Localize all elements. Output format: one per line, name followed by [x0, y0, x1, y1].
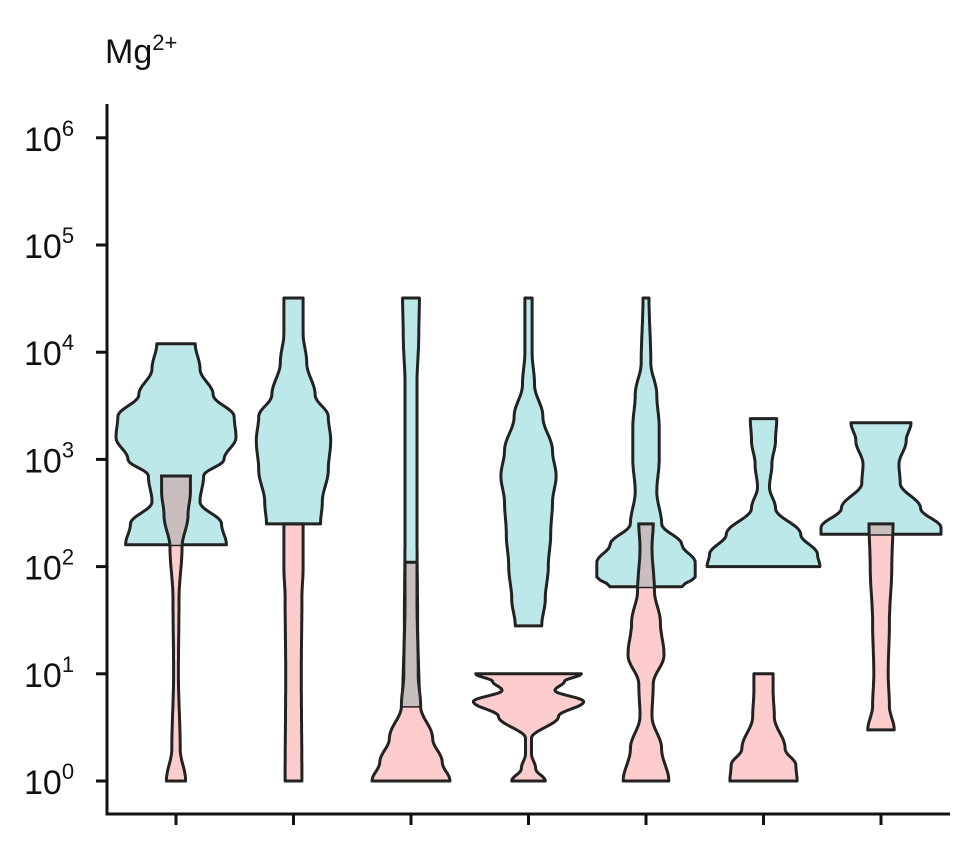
y-tick-label-base-4: 10 — [24, 335, 62, 373]
y-tick-label-1: 101 — [24, 652, 74, 695]
y-tick-label-3: 103 — [24, 437, 74, 480]
violin-high-2 — [254, 296, 333, 526]
y-tick-label-exp-5: 5 — [62, 223, 74, 248]
y-tick-label-base-2: 10 — [24, 550, 62, 588]
chart-title-main: Mg — [105, 33, 152, 71]
violin-high-6 — [705, 417, 822, 569]
y-tick-label-2: 102 — [24, 545, 74, 588]
y-tick-label-base-0: 10 — [24, 764, 62, 802]
chart-title: Mg2+ — [105, 30, 177, 71]
violin-overlap-7 — [866, 522, 896, 535]
y-tick-label-0: 100 — [24, 759, 74, 802]
y-tick-label-exp-0: 0 — [62, 759, 74, 784]
y-tick-label-6: 106 — [24, 116, 74, 159]
violin-high-4 — [499, 296, 558, 628]
y-tick-label-base-3: 10 — [24, 442, 62, 480]
violin-high-1 — [114, 342, 238, 547]
violin-overlap-1 — [160, 474, 192, 545]
y-tick-label-exp-1: 1 — [62, 652, 74, 677]
violin-overlap-3 — [402, 560, 420, 707]
violin-overlap-2 — [282, 522, 305, 524]
violin-low-6 — [728, 672, 799, 783]
y-tick-label-exp-2: 2 — [62, 545, 74, 570]
y-tick-label-exp-4: 4 — [62, 330, 74, 355]
violins-layer — [114, 296, 943, 783]
y-tick-label-4: 104 — [24, 330, 74, 373]
y-tick-label-base-6: 10 — [24, 121, 62, 159]
violin-low-2 — [282, 522, 305, 783]
violin-low-4 — [471, 672, 586, 783]
chart-title-superscript: 2+ — [152, 30, 177, 55]
y-tick-label-exp-6: 6 — [62, 116, 74, 141]
violin-overlap-5 — [621, 522, 671, 587]
violin-high-5 — [595, 296, 697, 589]
y-tick-label-base-5: 10 — [24, 228, 62, 266]
violin-high-7 — [819, 421, 943, 536]
y-tick-label-base-1: 10 — [24, 657, 62, 695]
violin-low-7 — [866, 522, 896, 732]
y-tick-label-exp-3: 3 — [62, 437, 74, 462]
y-tick-label-5: 105 — [24, 223, 74, 266]
